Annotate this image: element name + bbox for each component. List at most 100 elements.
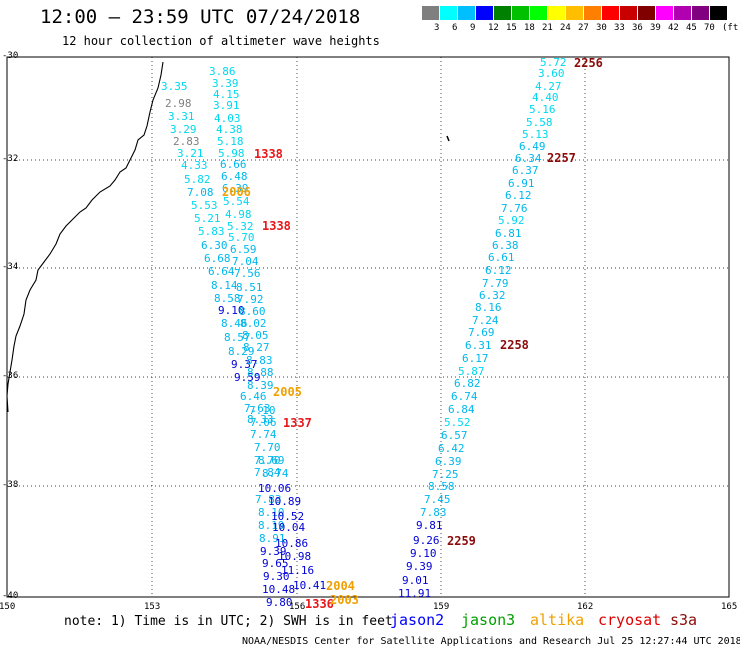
island bbox=[446, 135, 450, 142]
wave-height-value: 5.18 bbox=[217, 135, 244, 148]
wave-height-value: 6.66 bbox=[220, 158, 247, 171]
coastline bbox=[6, 61, 164, 413]
wave-height-value: 7.24 bbox=[472, 314, 499, 327]
wave-height-value: 6.37 bbox=[512, 164, 539, 177]
wave-height-value: 9.80 bbox=[266, 596, 293, 609]
scale-swatch bbox=[710, 6, 727, 20]
wave-height-value: 11.16 bbox=[281, 564, 315, 577]
wave-height-value: 4.38 bbox=[216, 123, 243, 136]
wave-height-value: 8.33 bbox=[247, 413, 274, 426]
wave-height-value: 9.37 bbox=[231, 358, 258, 371]
scale-tick-label: 30 bbox=[596, 23, 607, 33]
wave-height-value: 5.72 bbox=[540, 56, 567, 69]
scale-swatch bbox=[620, 6, 637, 20]
wave-height-value: 5.58 bbox=[526, 116, 553, 129]
scale-swatch bbox=[602, 6, 619, 20]
wave-height-value: 5.32 bbox=[227, 220, 254, 233]
wave-height-value: 8.02 bbox=[240, 317, 267, 330]
wave-height-value: 8.39 bbox=[247, 379, 274, 392]
wave-height-value: 8.27 bbox=[243, 341, 270, 354]
wave-height-value: 9.01 bbox=[402, 574, 429, 587]
wave-height-value: 3.60 bbox=[538, 67, 565, 80]
wave-height-value: 7.84 bbox=[254, 466, 281, 479]
pass-time-label: 2259 bbox=[447, 534, 476, 548]
longitude-label: 153 bbox=[144, 602, 161, 612]
wave-height-value: 5.87 bbox=[458, 365, 485, 378]
wave-height-value: 8.14 bbox=[211, 279, 238, 292]
wave-height-value: 6.64 bbox=[208, 265, 235, 278]
latitude-label: -30 bbox=[2, 51, 19, 61]
latitude-label: -32 bbox=[2, 154, 19, 164]
wave-height-value: 7.25 bbox=[432, 468, 459, 481]
wave-height-value: 7.56 bbox=[234, 267, 261, 280]
wave-height-value: 8.57 bbox=[224, 331, 251, 344]
legend-cryosat: cryosat bbox=[598, 611, 662, 629]
wave-height-value: 8.88 bbox=[247, 366, 274, 379]
wave-height-value: 7.08 bbox=[187, 186, 214, 199]
scale-tick-label: 27 bbox=[578, 23, 589, 33]
wave-height-value: 6.39 bbox=[435, 455, 462, 468]
wave-height-value: 9.26 bbox=[413, 534, 440, 547]
wave-height-value: 9.65 bbox=[262, 557, 289, 570]
wave-height-value: 5.83 bbox=[198, 225, 225, 238]
wave-height-value: 9.39 bbox=[406, 560, 433, 573]
wave-height-value: 7.83 bbox=[255, 493, 282, 506]
legend-jason3: jason3 bbox=[461, 611, 516, 629]
pass-time-label: 2258 bbox=[500, 338, 529, 352]
scale-tick-label: 6 bbox=[452, 23, 458, 33]
wave-height-value: 4.40 bbox=[532, 91, 559, 104]
wave-height-value: 8.58 bbox=[428, 480, 455, 493]
scale-tick-label: 24 bbox=[560, 23, 571, 33]
wave-height-value: 6.61 bbox=[488, 251, 515, 264]
pass-time-label: 1338 bbox=[262, 219, 291, 233]
wave-height-value: 5.70 bbox=[228, 231, 255, 244]
scale-tick-label: 45 bbox=[686, 23, 697, 33]
wave-height-value: 2.98 bbox=[165, 97, 192, 110]
wave-height-value: 10.41 bbox=[293, 579, 327, 592]
wave-height-value: 4.15 bbox=[213, 88, 240, 101]
wave-height-value: 9.30 bbox=[263, 570, 290, 583]
wave-height-value: 9.10 bbox=[218, 304, 245, 317]
wave-height-value: 6.46 bbox=[240, 390, 267, 403]
wave-height-value: 9.10 bbox=[410, 547, 437, 560]
wave-height-value: 8.69 bbox=[258, 454, 285, 467]
latitude-label: -38 bbox=[2, 480, 19, 490]
scale-tick-label: 15 bbox=[506, 23, 517, 33]
wave-height-value: 10.89 bbox=[268, 495, 302, 508]
map-subtitle: 12 hour collection of altimeter wave hei… bbox=[62, 34, 380, 48]
graticule bbox=[7, 57, 729, 597]
scale-tick-label: 3 bbox=[434, 23, 440, 33]
wave-height-value: 5.54 bbox=[223, 195, 250, 208]
scale-tick-label: 21 bbox=[542, 23, 553, 33]
wave-height-value: 6.49 bbox=[519, 140, 546, 153]
wave-height-value: 6.12 bbox=[505, 189, 532, 202]
pass-time-label: 1338 bbox=[254, 147, 283, 161]
scale-swatch bbox=[584, 6, 601, 20]
scale-tick-label: (ft) bbox=[722, 23, 740, 33]
wave-height-value: 4.98 bbox=[225, 208, 252, 221]
wave-height-value: 5.21 bbox=[194, 212, 221, 225]
longitude-label: 159 bbox=[433, 602, 450, 612]
wave-height-value: 8.83 bbox=[246, 354, 273, 367]
wave-height-value: 7.70 bbox=[254, 454, 281, 467]
wave-height-value: 10.52 bbox=[271, 510, 305, 523]
wave-height-value: 8.46 bbox=[221, 317, 248, 330]
wave-height-value: 7.06 bbox=[250, 416, 277, 429]
wave-height-value: 6.74 bbox=[451, 390, 478, 403]
scale-swatch bbox=[476, 6, 493, 20]
pass-time-label: 2006 bbox=[222, 185, 251, 199]
wave-height-value: 6.91 bbox=[508, 177, 535, 190]
scale-tick-label: 42 bbox=[668, 23, 679, 33]
scale-swatch bbox=[692, 6, 709, 20]
wave-height-value: 8.19 bbox=[258, 519, 285, 532]
wave-height-value: 6.30 bbox=[201, 239, 228, 252]
scale-tick-label: 33 bbox=[614, 23, 625, 33]
wave-height-value: 9.39 bbox=[260, 545, 287, 558]
wave-height-value: 3.39 bbox=[212, 77, 239, 90]
wave-height-value: 3.86 bbox=[209, 65, 236, 78]
wave-height-value: 7.45 bbox=[424, 493, 451, 506]
wave-height-value: 10.98 bbox=[278, 550, 312, 563]
wave-height-value: 6.34 bbox=[515, 152, 542, 165]
legend-jason2: jason2 bbox=[390, 611, 445, 629]
